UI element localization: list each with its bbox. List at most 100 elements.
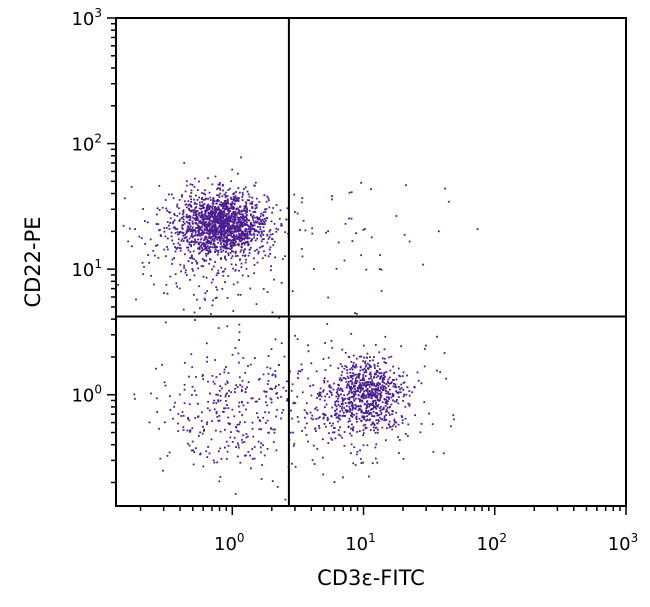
- scatter-point: [247, 193, 250, 196]
- scatter-point: [224, 214, 226, 217]
- scatter-point: [369, 359, 371, 362]
- scatter-point: [214, 237, 217, 239]
- scatter-point: [218, 415, 221, 417]
- scatter-point: [163, 421, 166, 424]
- scatter-point: [366, 411, 369, 413]
- scatter-point: [379, 406, 382, 408]
- scatter-point: [359, 391, 361, 394]
- scatter-point: [239, 259, 241, 261]
- scatter-point: [255, 303, 258, 305]
- scatter-point: [219, 430, 222, 433]
- scatter-point: [359, 379, 362, 382]
- scatter-point: [387, 393, 390, 395]
- scatter-point: [372, 426, 375, 429]
- scatter-point: [210, 211, 212, 214]
- y-axis-title: CD22-PE: [21, 216, 45, 307]
- scatter-point: [373, 393, 375, 396]
- scatter-point: [271, 388, 273, 391]
- scatter-point: [383, 417, 386, 419]
- scatter-point: [365, 371, 367, 374]
- scatter-point: [180, 270, 182, 273]
- scatter-point: [297, 372, 299, 375]
- scatter-point: [181, 238, 184, 241]
- scatter-point: [241, 379, 244, 382]
- scatter-point: [351, 240, 354, 242]
- scatter-point: [285, 390, 287, 392]
- scatter-point: [370, 383, 373, 386]
- scatter-point: [297, 377, 299, 379]
- scatter-point: [266, 366, 269, 369]
- scatter-point: [262, 416, 265, 419]
- scatter-point: [268, 206, 271, 209]
- scatter-point: [200, 216, 203, 219]
- scatter-point: [227, 189, 230, 191]
- scatter-point: [376, 389, 378, 392]
- scatter-point: [175, 247, 178, 250]
- scatter-point: [237, 442, 239, 445]
- scatter-point: [373, 376, 375, 379]
- scatter-point: [253, 232, 255, 235]
- scatter-point: [272, 244, 275, 246]
- scatter-point: [272, 428, 275, 431]
- scatter-point: [267, 255, 270, 258]
- scatter-point: [325, 403, 328, 406]
- scatter-point: [245, 214, 248, 217]
- scatter-point: [337, 383, 339, 386]
- scatter-point: [237, 236, 240, 239]
- scatter-point: [202, 373, 204, 376]
- scatter-point: [271, 480, 274, 482]
- scatter-point: [226, 206, 228, 209]
- scatter-point: [267, 238, 270, 240]
- scatter-point: [219, 188, 222, 191]
- scatter-point: [280, 223, 283, 225]
- scatter-point: [163, 292, 165, 294]
- scatter-point: [385, 383, 388, 385]
- scatter-point: [202, 205, 204, 208]
- scatter-point: [203, 213, 206, 216]
- scatter-point: [318, 391, 321, 394]
- scatter-point: [350, 361, 353, 363]
- scatter-point: [388, 424, 390, 426]
- scatter-point: [187, 442, 189, 445]
- x-tick-label: 103: [608, 531, 639, 555]
- scatter-point: [253, 230, 256, 232]
- scatter-point: [242, 234, 245, 237]
- scatter-point: [334, 412, 337, 415]
- scatter-point: [194, 241, 196, 243]
- scatter-point: [253, 264, 256, 266]
- scatter-point: [291, 417, 294, 420]
- scatter-point: [217, 420, 220, 422]
- scatter-point: [377, 403, 380, 406]
- scatter-point: [386, 410, 389, 413]
- scatter-point: [380, 387, 383, 390]
- scatter-point: [306, 422, 308, 425]
- scatter-point: [229, 187, 231, 190]
- scatter-point: [371, 379, 373, 382]
- scatter-point: [271, 233, 274, 235]
- scatter-point: [327, 356, 330, 359]
- scatter-point: [217, 209, 220, 211]
- scatter-point: [159, 457, 162, 460]
- scatter-point: [347, 420, 350, 423]
- scatter-point: [182, 211, 185, 214]
- scatter-point: [134, 228, 136, 230]
- scatter-point: [318, 425, 320, 427]
- scatter-point: [200, 208, 202, 210]
- scatter-point: [236, 199, 239, 201]
- scatter-point: [275, 392, 278, 395]
- scatter-point: [371, 389, 373, 392]
- scatter-point: [368, 386, 371, 388]
- scatter-point: [245, 203, 248, 205]
- scatter-point: [361, 415, 364, 418]
- y-tick-label: 101: [71, 257, 102, 281]
- scatter-point: [215, 249, 218, 252]
- scatter-point: [169, 211, 172, 214]
- scatter-point: [387, 385, 390, 387]
- scatter-point: [177, 246, 179, 249]
- scatter-point: [219, 258, 222, 260]
- scatter-point: [178, 212, 181, 215]
- scatter-point: [386, 406, 389, 409]
- scatter-point: [227, 407, 230, 409]
- scatter-point: [292, 444, 295, 447]
- scatter-point: [215, 296, 218, 299]
